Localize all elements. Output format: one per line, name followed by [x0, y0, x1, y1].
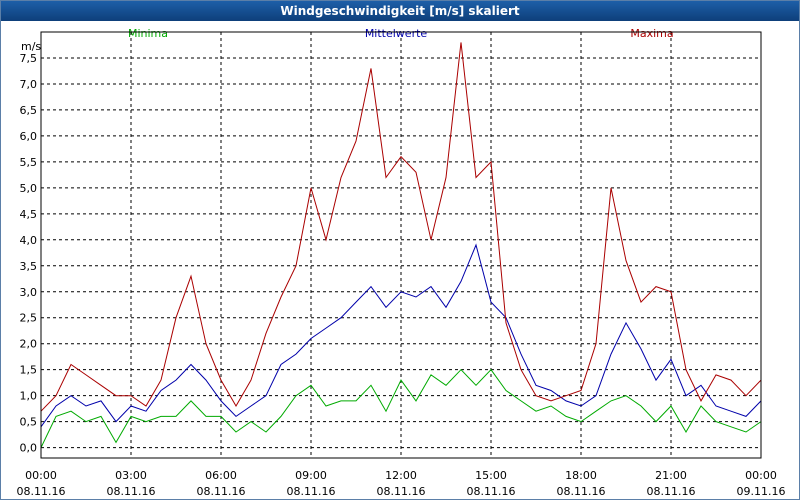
y-tick-label: 1,5 — [20, 364, 38, 377]
x-tick-date-label: 08.11.16 — [377, 485, 426, 498]
y-tick-label: 7,5 — [20, 52, 38, 65]
y-tick-label: 6,0 — [20, 130, 38, 143]
series-line-minima — [40, 368, 762, 448]
y-tick-labels: 0,0 0,5 1,0 1,5 2,0 2,5 3,0 3,5 4,0 4,5 5,0 5,5 6,0 6… — [20, 52, 38, 455]
x-tick-date-label: 08.11.16 — [287, 485, 336, 498]
series-line-maxima — [40, 42, 762, 412]
plot-frame — [40, 31, 762, 459]
y-tick-label: 3,5 — [20, 260, 38, 273]
x-tick-time-label: 00:00 — [25, 469, 57, 482]
series-lines — [40, 42, 762, 448]
y-tick-label: 4,5 — [20, 208, 38, 221]
y-tick-label: 0,5 — [20, 416, 38, 429]
x-tick-date-label: 08.11.16 — [647, 485, 696, 498]
wind-speed-chart: 0,0 0,5 1,0 1,5 2,0 2,5 3,0 3,5 4,0 4,5 5,0 5,5 6,0 6… — [17, 27, 786, 498]
y-tick-label: 4,0 — [20, 234, 38, 247]
x-tick-date-label: 08.11.16 — [107, 485, 156, 498]
x-tick-labels: 00:00 08.11.16 03:00 08.11.16 06:00 08.11.16 0… — [17, 469, 786, 498]
x-tick-time-label: 12:00 — [385, 469, 417, 482]
x-tick-date-label: 08.11.16 — [557, 485, 606, 498]
x-tick-date-label: 08.11.16 — [197, 485, 246, 498]
x-tick-time-label: 18:00 — [565, 469, 597, 482]
y-tick-label: 6,5 — [20, 104, 38, 117]
y-tick-label: 2,5 — [20, 312, 38, 325]
y-tick-label: 7,0 — [20, 78, 38, 91]
legend-entry-maxima: Maxima — [630, 27, 673, 40]
y-tick-label: 0,0 — [20, 442, 38, 455]
x-tick-date-label: 08.11.16 — [17, 485, 66, 498]
series-line-mittelwerte — [40, 243, 762, 428]
y-tick-label: 5,0 — [20, 182, 38, 195]
legend: Minima Mittelwerte Maxima — [128, 27, 674, 40]
x-tick-time-label: 15:00 — [475, 469, 507, 482]
y-tick-label: 3,0 — [20, 286, 38, 299]
x-tick-time-label: 00:00 — [745, 469, 777, 482]
x-tick-time-label: 03:00 — [115, 469, 147, 482]
legend-entry-minima: Minima — [128, 27, 168, 40]
x-tick-time-label: 21:00 — [655, 469, 687, 482]
x-tick-date-label: 08.11.16 — [467, 485, 516, 498]
y-tick-label: 5,5 — [20, 156, 38, 169]
legend-entry-mittelwerte: Mittelwerte — [365, 27, 428, 40]
y-tick-label: 1,0 — [20, 390, 38, 403]
x-tick-date-label: 09.11.16 — [737, 485, 786, 498]
y-tick-label: 2,0 — [20, 338, 38, 351]
chart-title: Windgeschwindigkeit [m/s] skaliert — [1, 1, 799, 21]
y-axis-unit-label: m/s — [21, 40, 41, 53]
grid-lines — [41, 32, 761, 458]
x-tick-time-label: 06:00 — [205, 469, 237, 482]
x-tick-time-label: 09:00 — [295, 469, 327, 482]
